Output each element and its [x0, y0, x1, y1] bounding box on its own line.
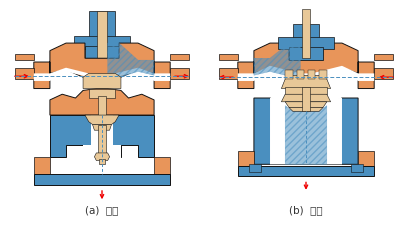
Polygon shape — [238, 151, 254, 166]
Polygon shape — [34, 174, 170, 185]
Bar — [319, 70, 327, 80]
Polygon shape — [270, 99, 342, 164]
Polygon shape — [93, 125, 111, 131]
Polygon shape — [254, 99, 358, 164]
Bar — [308, 70, 315, 80]
Text: (a)  分流: (a) 分流 — [85, 204, 119, 214]
Polygon shape — [34, 44, 170, 89]
Text: (b)  合流: (b) 合流 — [289, 204, 323, 214]
Polygon shape — [15, 55, 34, 61]
Polygon shape — [285, 106, 327, 164]
Polygon shape — [238, 67, 374, 82]
Bar — [98, 125, 106, 153]
Polygon shape — [85, 116, 119, 125]
Bar — [98, 97, 106, 116]
Polygon shape — [219, 68, 238, 80]
Polygon shape — [154, 157, 170, 174]
Polygon shape — [293, 25, 319, 40]
Polygon shape — [285, 102, 327, 108]
Polygon shape — [289, 48, 323, 61]
Polygon shape — [285, 87, 327, 95]
Polygon shape — [73, 37, 131, 50]
Bar — [297, 70, 304, 80]
Polygon shape — [170, 68, 189, 80]
Polygon shape — [85, 47, 119, 59]
Bar — [99, 159, 105, 164]
Polygon shape — [282, 76, 330, 89]
Polygon shape — [83, 74, 121, 89]
Polygon shape — [97, 12, 107, 59]
Polygon shape — [89, 89, 115, 99]
Polygon shape — [108, 44, 154, 82]
Polygon shape — [282, 95, 330, 102]
Bar — [302, 87, 310, 112]
Polygon shape — [374, 55, 393, 61]
Polygon shape — [34, 157, 50, 174]
Bar — [285, 70, 293, 80]
Polygon shape — [238, 166, 374, 176]
Bar — [302, 10, 310, 59]
Polygon shape — [277, 38, 335, 50]
Polygon shape — [83, 116, 121, 174]
Polygon shape — [170, 55, 189, 61]
Polygon shape — [89, 12, 115, 40]
Polygon shape — [254, 44, 300, 80]
Bar — [351, 164, 363, 172]
Polygon shape — [219, 55, 238, 61]
Polygon shape — [50, 116, 154, 157]
Bar — [249, 164, 261, 172]
Polygon shape — [50, 89, 154, 116]
Polygon shape — [238, 44, 374, 89]
Polygon shape — [34, 68, 170, 82]
Polygon shape — [289, 108, 323, 112]
Polygon shape — [15, 68, 34, 80]
Polygon shape — [358, 151, 374, 166]
Polygon shape — [374, 68, 393, 80]
Polygon shape — [94, 153, 110, 161]
